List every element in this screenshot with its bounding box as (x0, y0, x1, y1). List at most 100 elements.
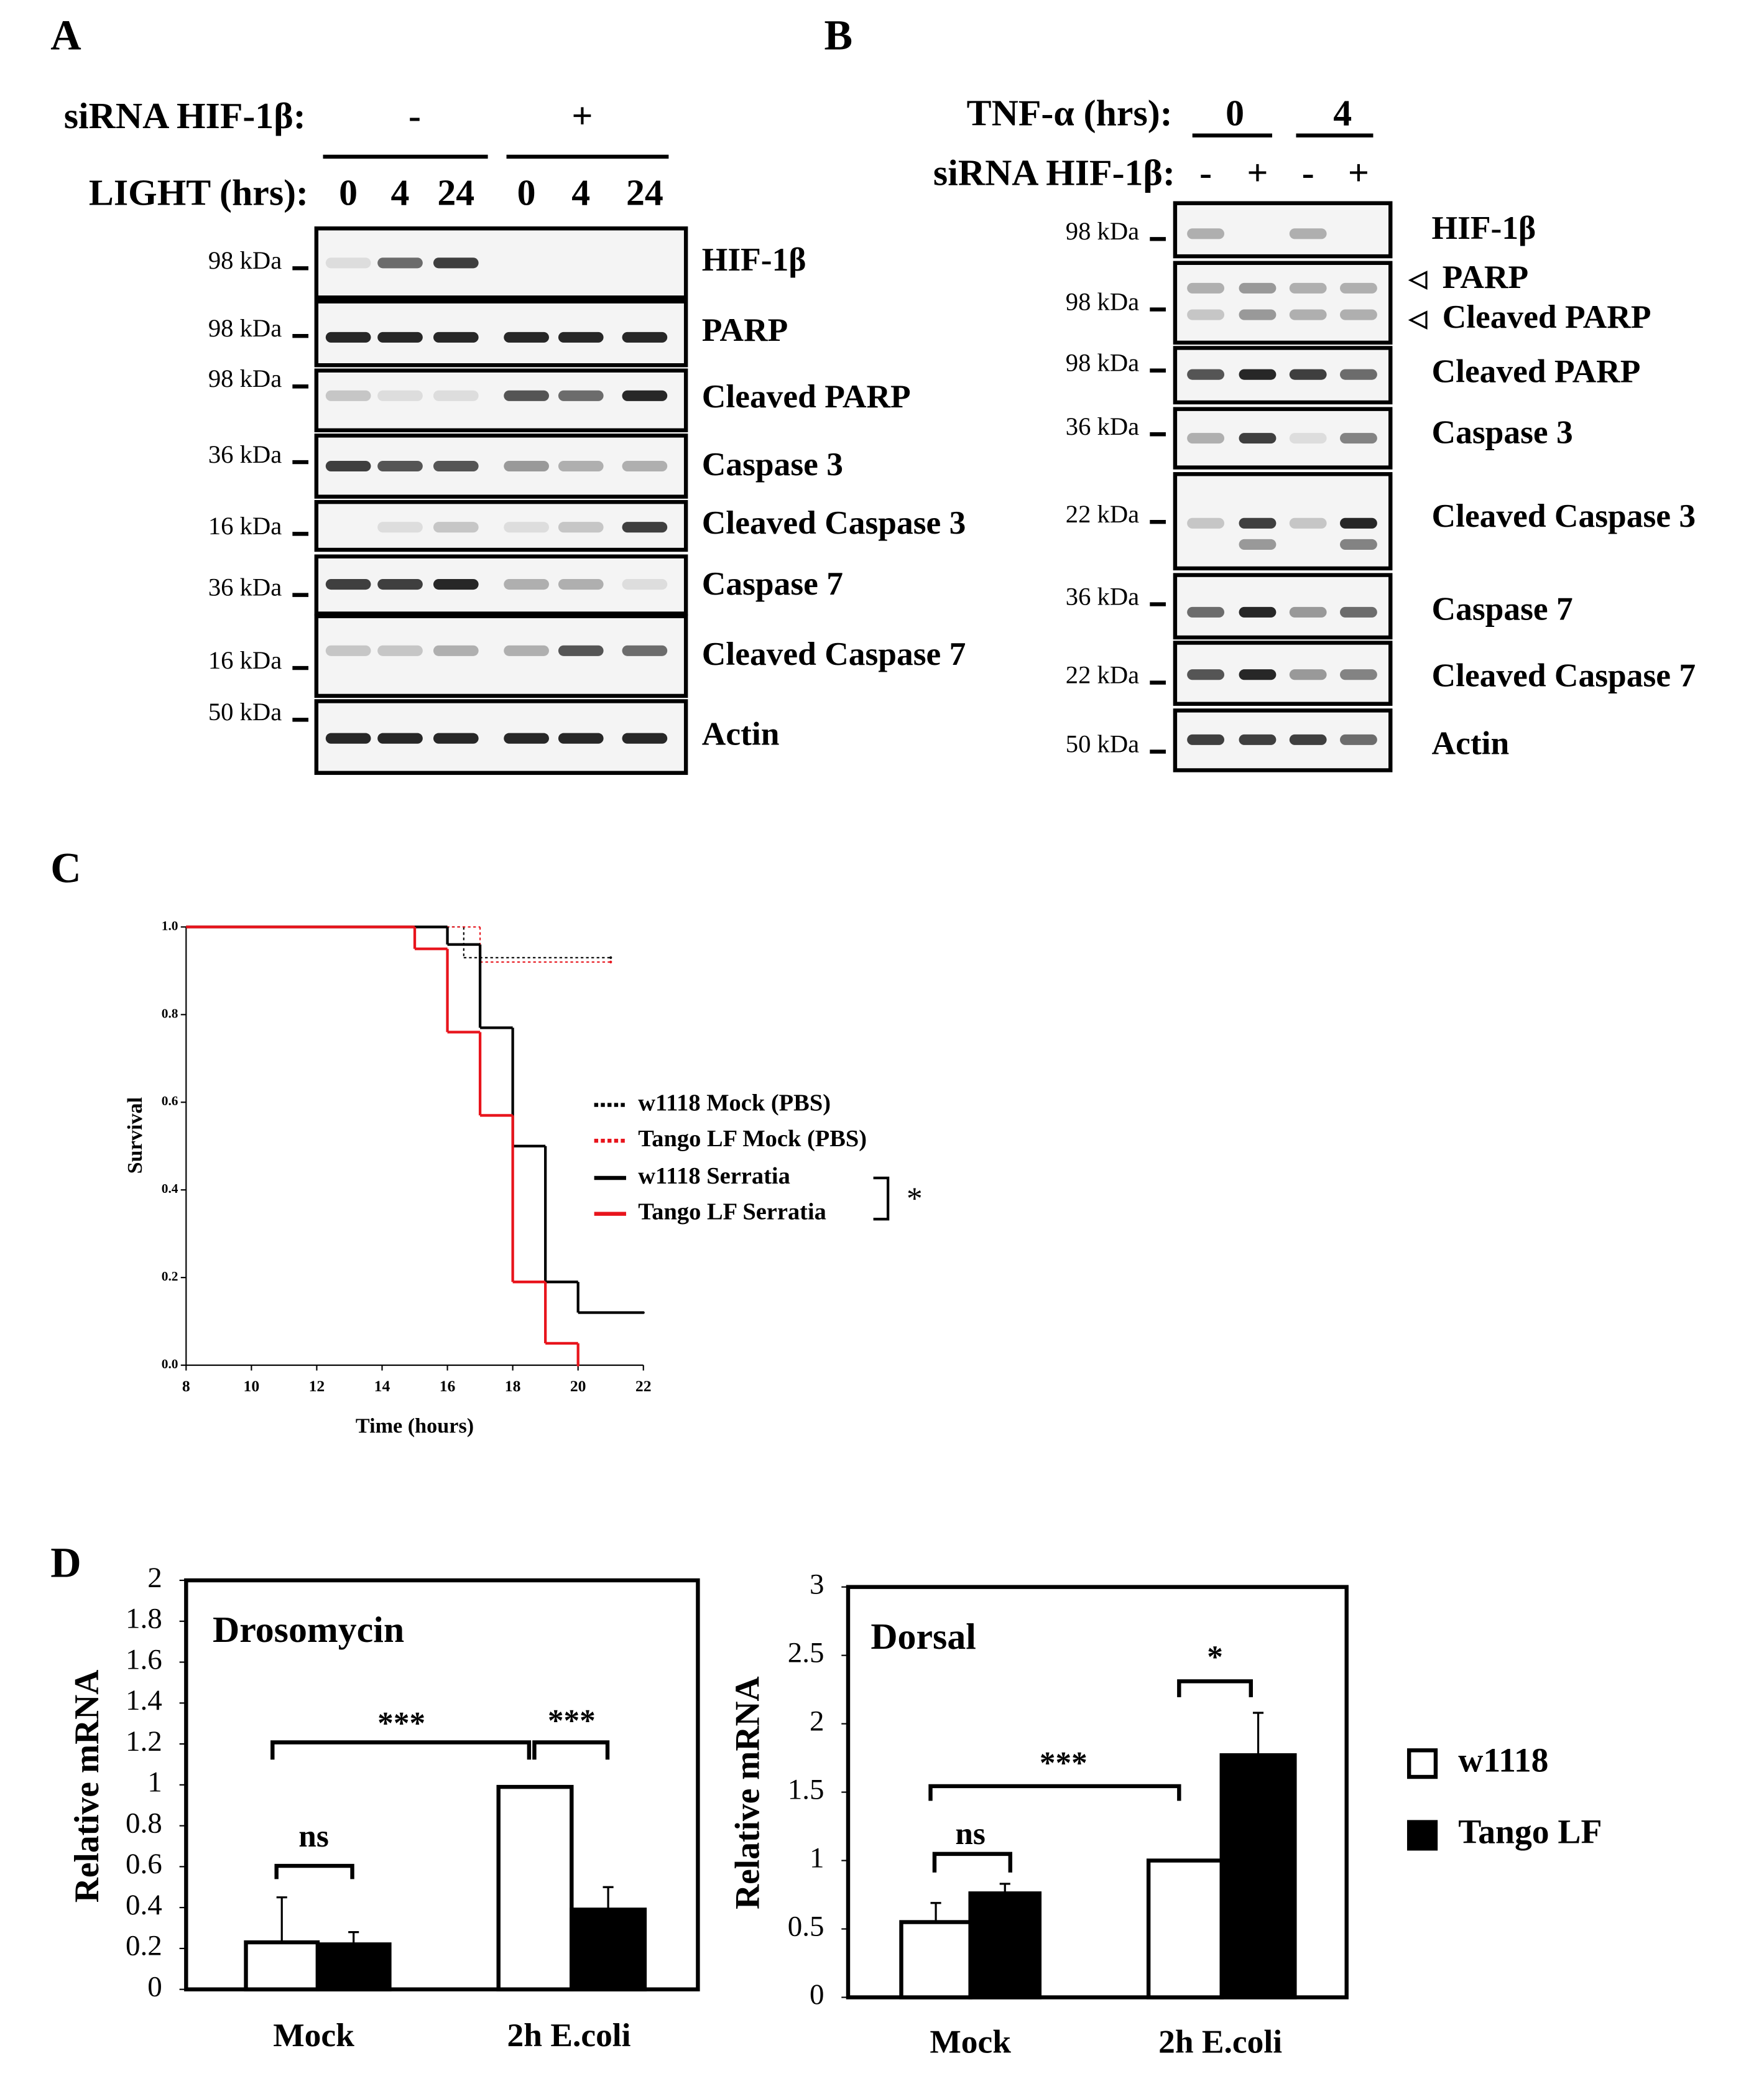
band (1239, 669, 1277, 680)
y-tick-label: 0.8 (126, 1807, 162, 1839)
band (433, 522, 479, 533)
band (433, 733, 479, 744)
band (325, 390, 371, 401)
band (1239, 734, 1277, 745)
y-tick-label: 0.5 (788, 1910, 824, 1942)
y-axis-label: Survival (124, 1097, 147, 1174)
band (325, 257, 371, 269)
x-tick-label: Mock (273, 2016, 354, 2054)
band (1187, 309, 1225, 320)
step-end (609, 960, 612, 963)
x-tick-label: Mock (930, 2023, 1011, 2060)
group-label: - (409, 95, 421, 136)
band (622, 578, 668, 590)
band (622, 733, 668, 744)
significance-bracket (274, 1863, 354, 1879)
band (622, 522, 668, 533)
band (504, 390, 549, 401)
y-tick-label: 3 (810, 1568, 824, 1600)
band (433, 460, 479, 472)
error-bar (930, 1902, 941, 1922)
band (558, 390, 604, 401)
significance-bracket (932, 1852, 1013, 1873)
error-bar (1252, 1712, 1264, 1756)
band (1289, 606, 1327, 618)
band (504, 578, 549, 590)
significance-bracket (873, 1176, 890, 1221)
y-tick-label: 1.4 (126, 1684, 162, 1717)
bar (899, 1920, 972, 2000)
band (622, 390, 668, 401)
band (1340, 517, 1377, 529)
marker-label: 50 kDa (208, 698, 282, 726)
blot-background (1173, 573, 1393, 640)
y-tick-label: 0 (147, 1970, 162, 2003)
band (1239, 282, 1277, 294)
protein-label: Actin (702, 715, 780, 752)
band (325, 331, 371, 343)
band (558, 578, 604, 590)
significance-bracket (1177, 1679, 1253, 1697)
marker-label: 22 kDa (1066, 500, 1139, 528)
y-tick-label: 0.6 (162, 1093, 178, 1108)
x-tick-label: 16 (440, 1377, 456, 1395)
band (433, 257, 479, 269)
step-end (576, 1363, 580, 1367)
chart-title: Dorsal (870, 1616, 976, 1657)
marker-label: 36 kDa (1066, 582, 1139, 610)
band (1187, 369, 1225, 380)
y-tick-label: 0.0 (162, 1356, 178, 1371)
legend-label: w1118 (1458, 1741, 1548, 1779)
band-arrow (1408, 310, 1428, 330)
lane-label: - (1199, 152, 1212, 193)
protein-label: Cleaved Caspase 7 (702, 635, 966, 672)
y-tick-label: 1.0 (162, 918, 178, 933)
y-tick-label: 1.8 (126, 1603, 162, 1635)
legend-label: w1118 Mock (PBS) (638, 1090, 831, 1116)
y-tick-label: 2.5 (788, 1636, 824, 1669)
blot-background (314, 226, 688, 300)
annotation: *** (548, 1703, 596, 1738)
significance-bracket (270, 1740, 532, 1760)
marker-label: 36 kDa (208, 440, 282, 468)
chart-title: Drosomycin (213, 1609, 404, 1650)
row-label: siRNA HIF-1β: (933, 152, 1175, 193)
x-tick-label: 2h E.coli (507, 2016, 631, 2054)
y-tick-label: 1.2 (126, 1725, 162, 1758)
lane-label: 0 (339, 172, 358, 213)
band (504, 522, 549, 533)
blot-background (1173, 261, 1393, 345)
band-arrow (1408, 271, 1428, 290)
protein-label: Actin (1432, 724, 1510, 761)
band (1187, 517, 1225, 529)
y-tick-label: 2 (147, 1562, 162, 1594)
row-label: siRNA HIF-1β: (64, 95, 306, 136)
band (1289, 669, 1327, 680)
band (1289, 517, 1327, 529)
band (377, 645, 423, 656)
band (1340, 433, 1377, 444)
y-tick-label: 1.5 (788, 1773, 824, 1805)
annotation: * (907, 1181, 923, 1217)
y-axis-label: Relative mRNA (729, 1676, 767, 1909)
band (1187, 734, 1225, 745)
band (1340, 734, 1377, 745)
band (377, 733, 423, 744)
bar (244, 1940, 320, 1991)
x-tick-label: 12 (309, 1377, 325, 1395)
lane-label: + (1247, 152, 1268, 193)
y-tick-label: 1 (147, 1766, 162, 1799)
lane-label: 0 (517, 172, 536, 213)
protein-label: HIF-1β (702, 241, 806, 278)
blot-background (314, 368, 688, 433)
y-tick-label: 0.2 (126, 1930, 162, 1962)
band (1187, 282, 1225, 294)
band (1340, 606, 1377, 618)
band (1239, 517, 1277, 529)
band (1187, 606, 1225, 618)
x-tick-label: 14 (374, 1377, 390, 1395)
band (1289, 369, 1327, 380)
marker-label: 98 kDa (1066, 217, 1139, 245)
protein-label: Caspase 3 (702, 445, 843, 483)
